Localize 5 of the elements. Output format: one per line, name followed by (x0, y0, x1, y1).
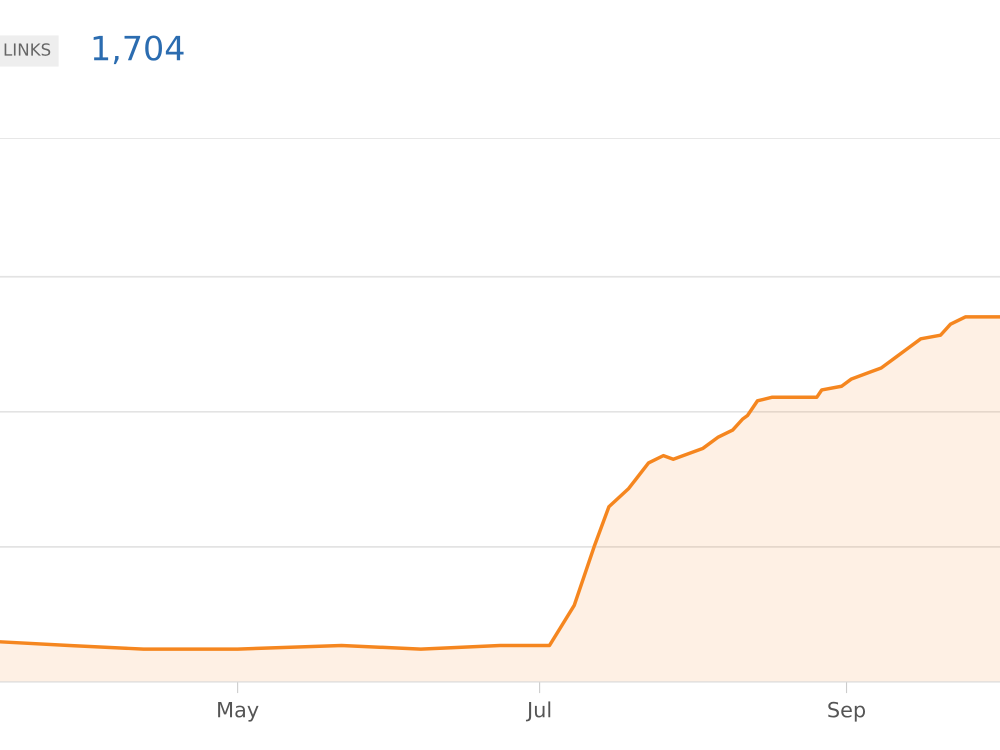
chart-subtitle: 1,704 (94, 35, 184, 64)
x-tick-label: Sep (828, 702, 866, 722)
chart-title: LINKS (4, 43, 50, 56)
x-tick-label: May (218, 702, 259, 722)
x-tick-label: Jul (526, 701, 550, 722)
